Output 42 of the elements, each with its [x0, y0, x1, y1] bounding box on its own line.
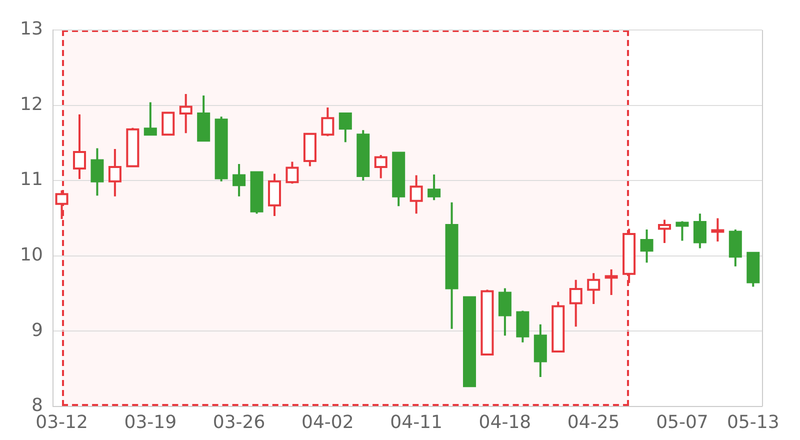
- candlestick: [587, 272, 600, 306]
- candlestick: [711, 217, 724, 243]
- candlestick: [622, 228, 636, 284]
- y-tick-label: 12: [20, 94, 43, 115]
- candlestick: [179, 92, 192, 134]
- candlestick: [410, 174, 423, 215]
- candlestick: [569, 278, 582, 328]
- x-tick-label: 03-26: [212, 412, 266, 433]
- x-tick-label: 04-11: [390, 412, 442, 433]
- candlestick: [55, 189, 68, 220]
- candlestick: [108, 148, 122, 198]
- candlestick: [338, 112, 352, 144]
- candlestick: [268, 172, 281, 217]
- candlestick: [321, 106, 334, 138]
- x-tick-label: 03-19: [124, 412, 177, 433]
- candlestick: [374, 154, 388, 180]
- candlestick: [232, 163, 246, 198]
- candlestick: [72, 113, 86, 180]
- candlestick: [144, 101, 157, 136]
- candlestick: [356, 129, 370, 182]
- y-tick-label: 10: [20, 244, 43, 266]
- candlestick: [498, 287, 512, 337]
- candlestick: [445, 201, 458, 330]
- candlestick: [676, 220, 689, 242]
- x-tick-label: 05-13: [726, 412, 780, 433]
- candlestick: [658, 218, 671, 244]
- y-tick-label: 11: [20, 169, 43, 190]
- y-tick-label: 9: [31, 320, 43, 341]
- candlestick: [197, 94, 210, 142]
- x-tick-label: 05-07: [656, 412, 708, 433]
- y-tick-label: 13: [20, 18, 43, 40]
- x-tick-label: 04-25: [567, 412, 620, 433]
- x-tick-label: 03-12: [36, 412, 88, 433]
- x-tick-label: 04-18: [478, 412, 532, 433]
- candlestick: [728, 228, 742, 268]
- candlestick: [90, 147, 104, 197]
- x-tick-label: 04-02: [302, 412, 354, 433]
- candlestick: [640, 228, 654, 264]
- candlestick: [693, 212, 706, 250]
- candlestick: [604, 268, 618, 296]
- candlestick: [428, 174, 441, 202]
- candlestick: [534, 323, 547, 378]
